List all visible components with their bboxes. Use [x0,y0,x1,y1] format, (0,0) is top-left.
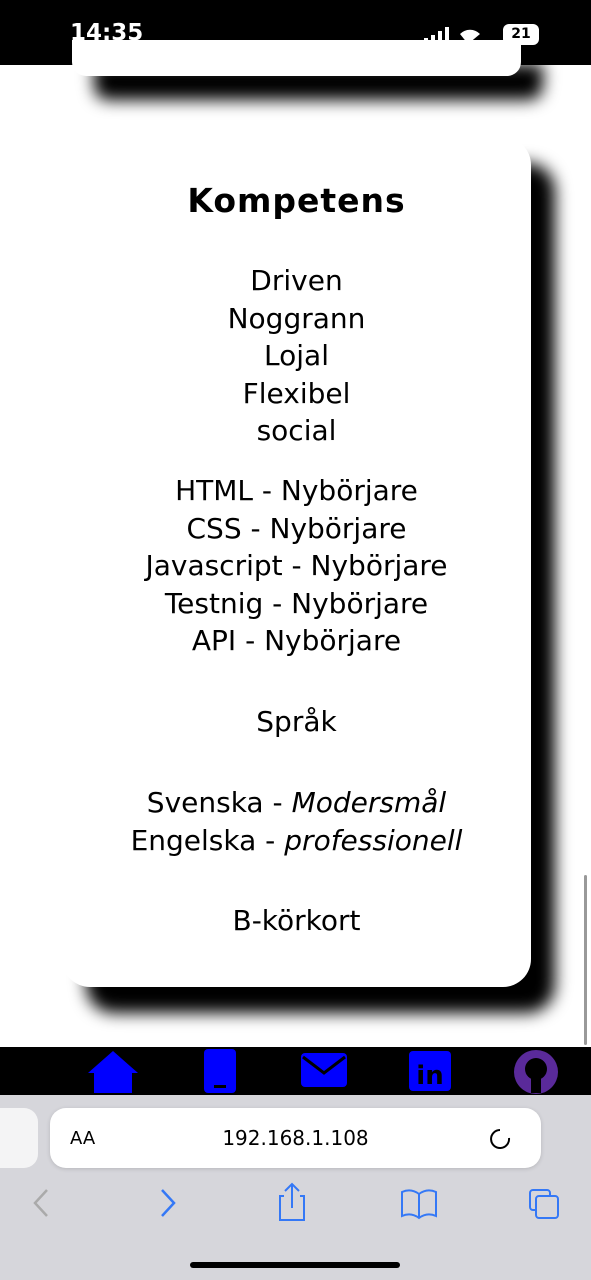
phone-icon[interactable] [204,1049,236,1093]
skill: HTML - Nybörjare [175,474,418,507]
skill: CSS - Nybörjare [186,511,407,545]
reload-icon[interactable] [490,1129,511,1149]
back-icon[interactable] [33,1189,48,1217]
forward-icon[interactable] [161,1189,176,1217]
linkedin-icon[interactable]: in [409,1051,451,1091]
trait: social [256,414,337,447]
share-icon[interactable] [279,1182,305,1221]
battery: 21 [503,24,539,45]
skill: Javascript - Nybörjare [145,549,448,582]
language-name: Engelska - [130,824,276,857]
card-title: Kompetens [187,181,406,220]
skill: Testnig - Nybörjare [164,586,429,620]
language-name: Svenska - [146,786,283,819]
trait: Driven [250,264,343,297]
text-size-button[interactable]: AA [70,1128,96,1149]
home-indicator [190,1262,400,1268]
address-bar[interactable] [50,1108,541,1168]
trait: Flexibel [242,376,351,410]
mail-icon[interactable] [301,1053,347,1087]
svg-text:in: in [416,1061,443,1091]
language-level: Modersmål [291,786,447,819]
trait: Lojal [264,339,329,372]
language-row: Svenska - Modersmål [62,784,531,821]
license: B-körkort [232,904,361,937]
language-row: Engelska - professionell [62,822,531,859]
nav-icons: in [88,1049,558,1094]
home-icon[interactable] [88,1051,138,1093]
trait: Noggrann [227,301,366,335]
previous-card [72,40,521,76]
toolbar-icons [33,1129,559,1221]
scrollbar [584,875,587,1045]
bookmarks-icon[interactable] [401,1189,437,1220]
tabs-icon[interactable] [529,1189,559,1219]
language-level: professionell [284,824,463,857]
url: 192.168.1.108 [222,1126,369,1150]
tab-field[interactable] [0,1108,38,1168]
bottom-nav: in [0,1047,591,1095]
skills-card: Kompetens Driven Noggrann Lojal Flexibel soc… [62,137,531,987]
github-icon[interactable] [514,1050,558,1094]
languages-title: Språk [256,705,337,738]
skill: API - Nybörjare [191,624,402,657]
